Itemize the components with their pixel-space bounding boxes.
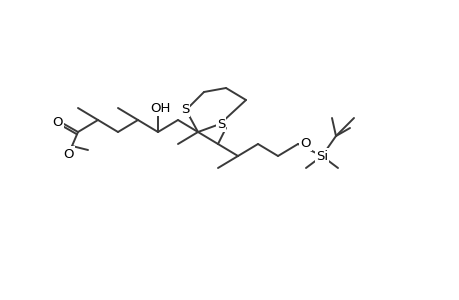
Text: O: O — [53, 116, 63, 128]
Text: S: S — [180, 103, 189, 116]
Text: O: O — [299, 136, 310, 149]
Text: Si: Si — [315, 149, 327, 163]
Text: O: O — [64, 148, 74, 160]
Text: S: S — [216, 118, 225, 130]
Text: OH: OH — [150, 101, 170, 115]
